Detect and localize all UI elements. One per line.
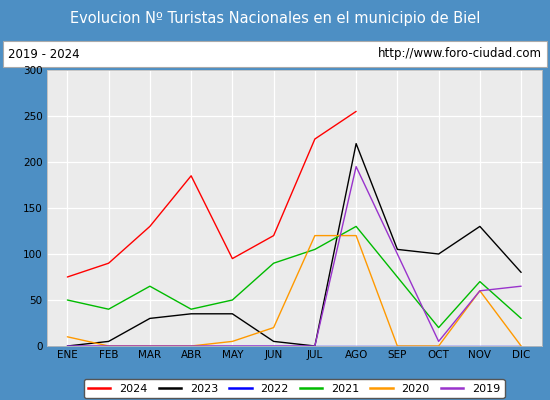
Bar bbox=[3, 40, 547, 68]
Text: 2019 - 2024: 2019 - 2024 bbox=[8, 48, 80, 60]
Legend: 2024, 2023, 2022, 2021, 2020, 2019: 2024, 2023, 2022, 2021, 2020, 2019 bbox=[84, 379, 505, 398]
Text: http://www.foro-ciudad.com: http://www.foro-ciudad.com bbox=[378, 48, 542, 60]
Text: Evolucion Nº Turistas Nacionales en el municipio de Biel: Evolucion Nº Turistas Nacionales en el m… bbox=[70, 12, 480, 26]
